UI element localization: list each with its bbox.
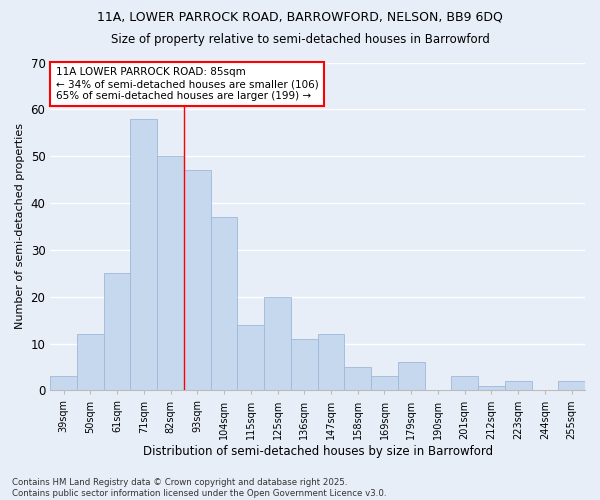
Bar (505, 381, 532, 390)
Bar (451, 376, 478, 390)
Bar (238, 325, 264, 390)
Bar (478, 386, 505, 390)
Bar (157, 156, 184, 390)
Bar (344, 367, 371, 390)
Bar (398, 362, 425, 390)
Bar (291, 339, 317, 390)
Text: Size of property relative to semi-detached houses in Barrowford: Size of property relative to semi-detach… (110, 32, 490, 46)
Bar (104, 274, 130, 390)
Bar (264, 296, 291, 390)
Text: 11A, LOWER PARROCK ROAD, BARROWFORD, NELSON, BB9 6DQ: 11A, LOWER PARROCK ROAD, BARROWFORD, NEL… (97, 10, 503, 23)
Text: 11A LOWER PARROCK ROAD: 85sqm
← 34% of semi-detached houses are smaller (106)
65: 11A LOWER PARROCK ROAD: 85sqm ← 34% of s… (56, 68, 319, 100)
Bar (184, 170, 211, 390)
X-axis label: Distribution of semi-detached houses by size in Barrowford: Distribution of semi-detached houses by … (143, 444, 493, 458)
Bar (130, 118, 157, 390)
Text: Contains HM Land Registry data © Crown copyright and database right 2025.
Contai: Contains HM Land Registry data © Crown c… (12, 478, 386, 498)
Bar (371, 376, 398, 390)
Bar (77, 334, 104, 390)
Bar (317, 334, 344, 390)
Bar (50, 376, 77, 390)
Y-axis label: Number of semi-detached properties: Number of semi-detached properties (15, 124, 25, 330)
Bar (211, 217, 238, 390)
Bar (558, 381, 585, 390)
